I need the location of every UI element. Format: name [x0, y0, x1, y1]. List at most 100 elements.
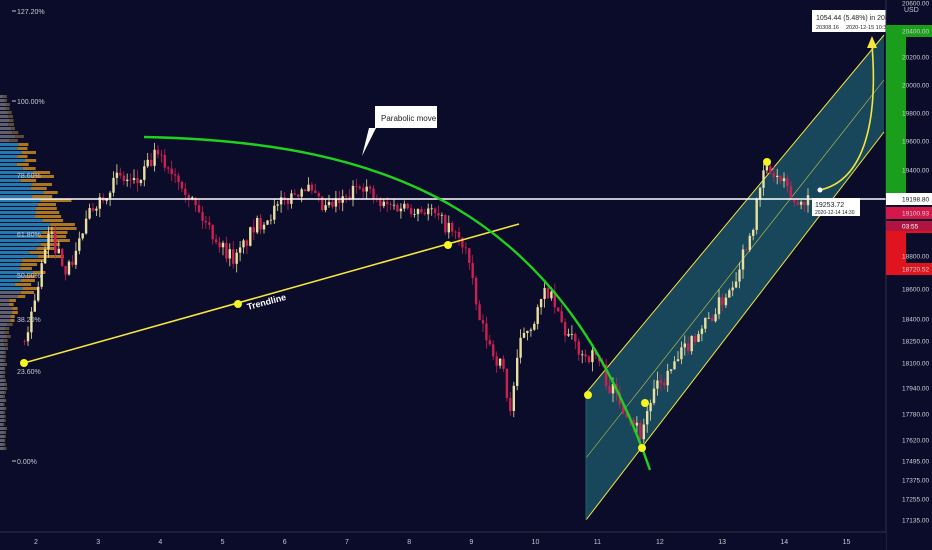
candle-down	[437, 213, 440, 216]
candle-down	[608, 386, 611, 394]
candle-up	[139, 179, 143, 184]
candle-down	[492, 344, 495, 357]
candle-up	[74, 250, 78, 265]
candle-up	[228, 249, 231, 259]
price-badge	[886, 193, 932, 205]
ascending-channel	[585, 34, 885, 521]
volume-profile-bar-down	[3, 339, 8, 342]
volume-profile-bar-up	[0, 375, 3, 378]
candle-up	[81, 233, 84, 239]
candle-up	[115, 172, 119, 178]
candle-down	[396, 204, 399, 212]
price-axis[interactable]: USD 20600.00 20400.00 20200.00 20000.00 1980…	[885, 0, 932, 550]
candle-down	[177, 175, 180, 182]
candle-down	[546, 288, 550, 299]
volume-profile-bar-down	[12, 131, 19, 134]
volume-profile-bar-up	[0, 299, 10, 302]
projection-start-dot	[817, 187, 823, 193]
measure-tooltip: 1054.44 (5.48%) in 20h 20308.16 2020-12-…	[812, 10, 896, 32]
candle-up	[382, 201, 385, 206]
candle-down	[505, 368, 509, 398]
volume-profile-bar-down	[3, 359, 6, 362]
candle-up	[50, 232, 54, 234]
volume-profile-bar-down	[4, 383, 7, 386]
volume-profile-bar-down	[40, 199, 72, 202]
candle-up	[567, 334, 570, 336]
candle-down	[379, 199, 382, 206]
volume-profile-bar-up	[0, 423, 3, 426]
price-axis-tick-label: 20400.00	[902, 29, 929, 36]
volume-profile-bar-down	[22, 151, 36, 154]
volume-profile-bar-down	[3, 443, 6, 446]
volume-profile-bar-up	[0, 363, 5, 366]
candle-up	[806, 195, 810, 206]
volume-profile-bar-up	[0, 207, 36, 210]
volume-profile-bar-down	[4, 435, 6, 438]
volume-profile-bar-up	[0, 191, 44, 194]
candle-up	[84, 218, 88, 234]
candle-up	[126, 179, 129, 181]
candle-up	[447, 223, 450, 233]
candlestick-series	[23, 142, 810, 445]
price-axis-ticks: 20600.00 20400.00 20200.00 20000.00 19800.00…	[886, 1, 932, 525]
candle-down	[372, 188, 375, 199]
candle-down	[457, 232, 461, 238]
marker-channel-low2	[638, 444, 646, 452]
price-axis-currency: USD	[904, 7, 919, 14]
volume-profile-bar-up	[0, 187, 31, 190]
candle-down	[156, 149, 160, 155]
volume-profile-bar-up	[0, 103, 7, 106]
candle-up	[741, 249, 745, 270]
candle-down	[464, 247, 468, 249]
volume-profile-bar-down	[36, 207, 57, 210]
candle-down	[119, 172, 122, 176]
candle-down	[362, 188, 365, 192]
candle-up	[334, 198, 338, 207]
candle-up	[37, 286, 40, 301]
volume-profile-bar-down	[4, 367, 6, 370]
volume-profile-bar-down	[36, 247, 57, 250]
volume-profile-bar-up	[0, 371, 3, 374]
volume-profile-bar-up	[0, 243, 41, 246]
candle-up	[112, 177, 115, 193]
candle-down	[481, 320, 485, 324]
candle-down	[180, 181, 184, 189]
time-axis-tick-label: 13	[718, 539, 726, 546]
volume-profile-bar-down	[4, 447, 7, 450]
volume-profile-bar-up	[0, 95, 4, 98]
price-axis-tick-label: 20000.00	[902, 83, 929, 90]
volume-profile-bar-down	[4, 439, 6, 442]
volume-profile-bar-up	[0, 155, 18, 158]
volume-profile-bar-up	[0, 123, 9, 126]
candle-up	[67, 261, 71, 275]
candle-down	[663, 382, 666, 386]
candle-down	[54, 232, 57, 254]
volume-profile-bar-down	[3, 411, 6, 414]
candle-down	[149, 159, 153, 166]
candle-down	[368, 186, 372, 189]
candle-up	[146, 159, 149, 167]
candle-up	[714, 314, 717, 322]
candle-down	[303, 189, 307, 192]
candle-up	[300, 189, 303, 197]
candle-down	[218, 242, 221, 248]
candle-up	[307, 184, 310, 192]
fib-label-100: 100.00%	[17, 99, 45, 106]
volume-profile-bar-down	[4, 343, 8, 346]
time-axis[interactable]: 2 3 4 5 6 7 8 9 10 11 12 13 14 15	[0, 531, 886, 550]
candle-down	[451, 223, 454, 232]
volume-profile-bar-down	[4, 399, 7, 402]
candle-up	[256, 218, 259, 233]
candle-up	[430, 208, 433, 210]
candle-up	[512, 385, 515, 411]
volume-profile-bar-up	[0, 351, 4, 354]
candle-up	[498, 358, 502, 366]
volume-profile-bar-up	[0, 443, 4, 446]
volume-profile-bar-down	[4, 427, 7, 430]
candle-up	[755, 199, 758, 230]
time-axis-ticks: 2 3 4 5 6 7 8 9 10 11 12 13 14 15	[34, 539, 850, 546]
candle-down	[409, 208, 413, 215]
candle-down	[769, 166, 772, 174]
candle-down	[553, 291, 556, 308]
